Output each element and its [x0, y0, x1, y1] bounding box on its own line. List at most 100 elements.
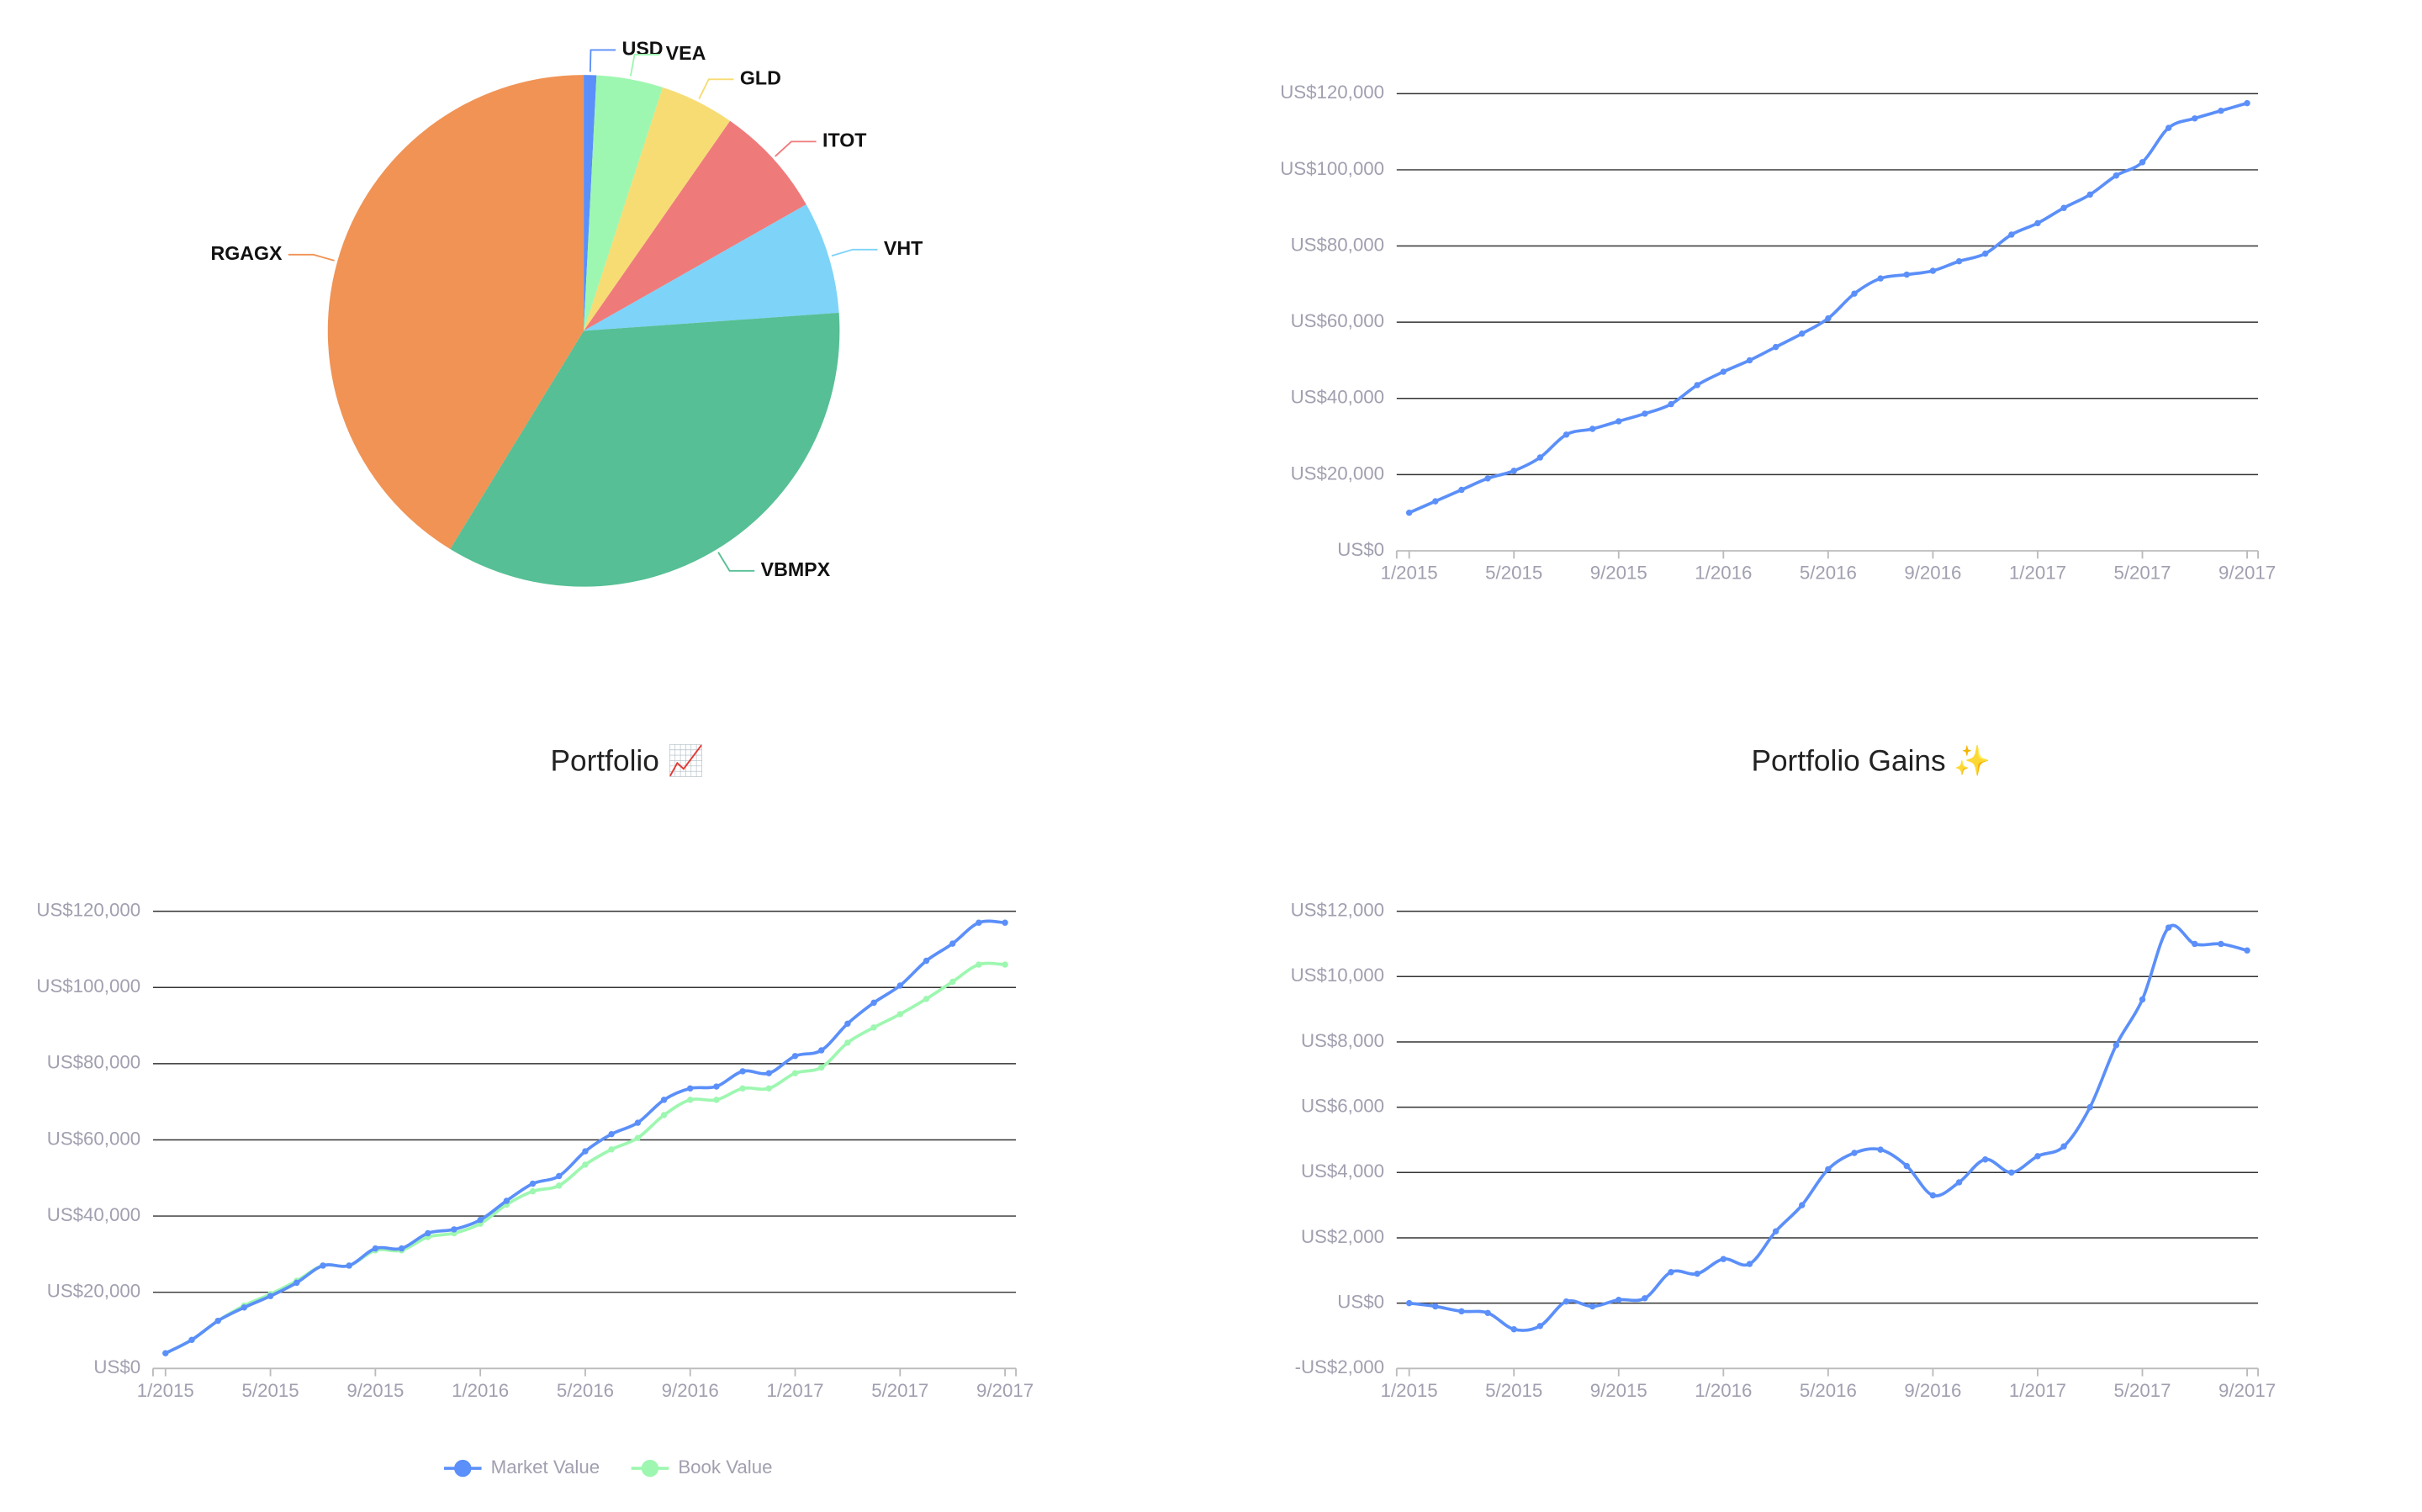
- point: [870, 999, 877, 1007]
- point: [1746, 357, 1753, 364]
- point: [1642, 410, 1648, 417]
- point: [2139, 159, 2146, 166]
- point: [582, 1148, 589, 1155]
- point: [765, 1085, 773, 1092]
- y-tick-label: US$60,000: [47, 1128, 140, 1149]
- point: [2086, 191, 2093, 198]
- point: [1432, 1303, 1439, 1310]
- point: [214, 1317, 221, 1324]
- point: [1002, 961, 1008, 968]
- y-tick-label: US$0: [93, 1356, 140, 1377]
- y-tick-label: US$20,000: [1291, 463, 1384, 484]
- point: [188, 1336, 195, 1344]
- y-tick-label: US$6,000: [1301, 1095, 1384, 1116]
- x-tick-label: 1/2016: [1695, 563, 1752, 584]
- point: [1825, 1166, 1832, 1173]
- point: [1877, 1146, 1884, 1153]
- point: [976, 961, 982, 968]
- point: [1536, 1323, 1544, 1330]
- leader-line: [717, 552, 755, 572]
- chart-title: Portfolio 📈: [551, 744, 705, 778]
- point: [1799, 1202, 1806, 1208]
- point: [1432, 498, 1439, 505]
- point: [687, 1085, 694, 1092]
- point: [739, 1068, 746, 1075]
- point: [320, 1262, 326, 1269]
- point: [1799, 330, 1806, 337]
- point: [1929, 267, 1937, 274]
- leader-line: [589, 49, 616, 72]
- x-tick-label: 9/2016: [1904, 563, 1961, 584]
- x-tick-label: 5/2015: [242, 1380, 299, 1401]
- point: [372, 1245, 379, 1252]
- point: [1694, 1270, 1700, 1277]
- pie-label: RGAGX: [210, 242, 283, 264]
- point: [1405, 509, 1413, 516]
- point: [1642, 1295, 1648, 1302]
- point: [1405, 1299, 1413, 1307]
- point: [687, 1097, 694, 1103]
- pie-label: ITOT: [822, 130, 866, 151]
- point: [634, 1134, 642, 1141]
- x-tick-label: 1/2016: [1695, 1380, 1752, 1401]
- y-tick-label: US$80,000: [1291, 234, 1384, 255]
- line: [1408, 101, 2248, 515]
- line: [164, 961, 1006, 1355]
- pie-slice: [327, 75, 584, 549]
- point: [817, 1064, 825, 1071]
- x-tick-label: 1/2015: [137, 1380, 194, 1401]
- point: [844, 1020, 851, 1027]
- point: [817, 1047, 825, 1054]
- point: [1720, 368, 1727, 375]
- point: [556, 1172, 563, 1180]
- point: [1458, 1308, 1465, 1315]
- point: [713, 1097, 720, 1103]
- y-tick-label: -US$2,000: [1295, 1356, 1384, 1377]
- point: [2060, 204, 2067, 211]
- point: [2244, 947, 2250, 954]
- point: [2244, 99, 2250, 107]
- x-tick-label: 1/2017: [766, 1380, 823, 1401]
- leader-line: [831, 248, 878, 257]
- point: [1929, 1192, 1937, 1199]
- x-tick-label: 9/2015: [1590, 1380, 1647, 1401]
- point: [634, 1119, 642, 1126]
- point: [870, 1024, 877, 1031]
- x-tick-label: 5/2015: [1485, 563, 1542, 584]
- point: [713, 1083, 720, 1090]
- pie-slice: [584, 87, 731, 331]
- x-tick-label: 1/2016: [452, 1380, 509, 1401]
- point: [2218, 940, 2224, 948]
- point: [2165, 124, 2172, 131]
- pie-label: VEA: [666, 42, 706, 64]
- leader-line: [629, 53, 660, 77]
- point: [739, 1085, 746, 1092]
- point: [949, 978, 956, 986]
- x-tick-label: 9/2017: [2218, 563, 2276, 584]
- x-tick-label: 1/2015: [1381, 563, 1438, 584]
- pie-label: VBMPX: [761, 558, 831, 580]
- point: [2060, 1143, 2067, 1150]
- x-tick-label: 5/2017: [2113, 563, 2171, 584]
- point: [923, 957, 930, 965]
- pie-slice: [584, 75, 664, 331]
- legend-marker: [454, 1459, 472, 1478]
- point: [2139, 996, 2146, 1003]
- point: [1484, 1309, 1491, 1316]
- point: [529, 1180, 537, 1187]
- point: [1877, 275, 1884, 282]
- y-tick-label: US$4,000: [1301, 1160, 1384, 1182]
- point: [949, 940, 956, 947]
- point: [791, 1070, 799, 1076]
- y-tick-label: US$0: [1337, 539, 1384, 560]
- point: [896, 982, 903, 989]
- point: [1668, 400, 1674, 408]
- point: [1851, 1150, 1858, 1156]
- y-tick-label: US$100,000: [36, 975, 140, 997]
- point: [1772, 1228, 1779, 1234]
- legend-label: Book Value: [678, 1456, 772, 1478]
- leader-line: [698, 78, 734, 99]
- x-tick-label: 5/2015: [1485, 1380, 1542, 1401]
- point: [1589, 426, 1596, 432]
- y-tick-label: US$10,000: [1291, 965, 1384, 986]
